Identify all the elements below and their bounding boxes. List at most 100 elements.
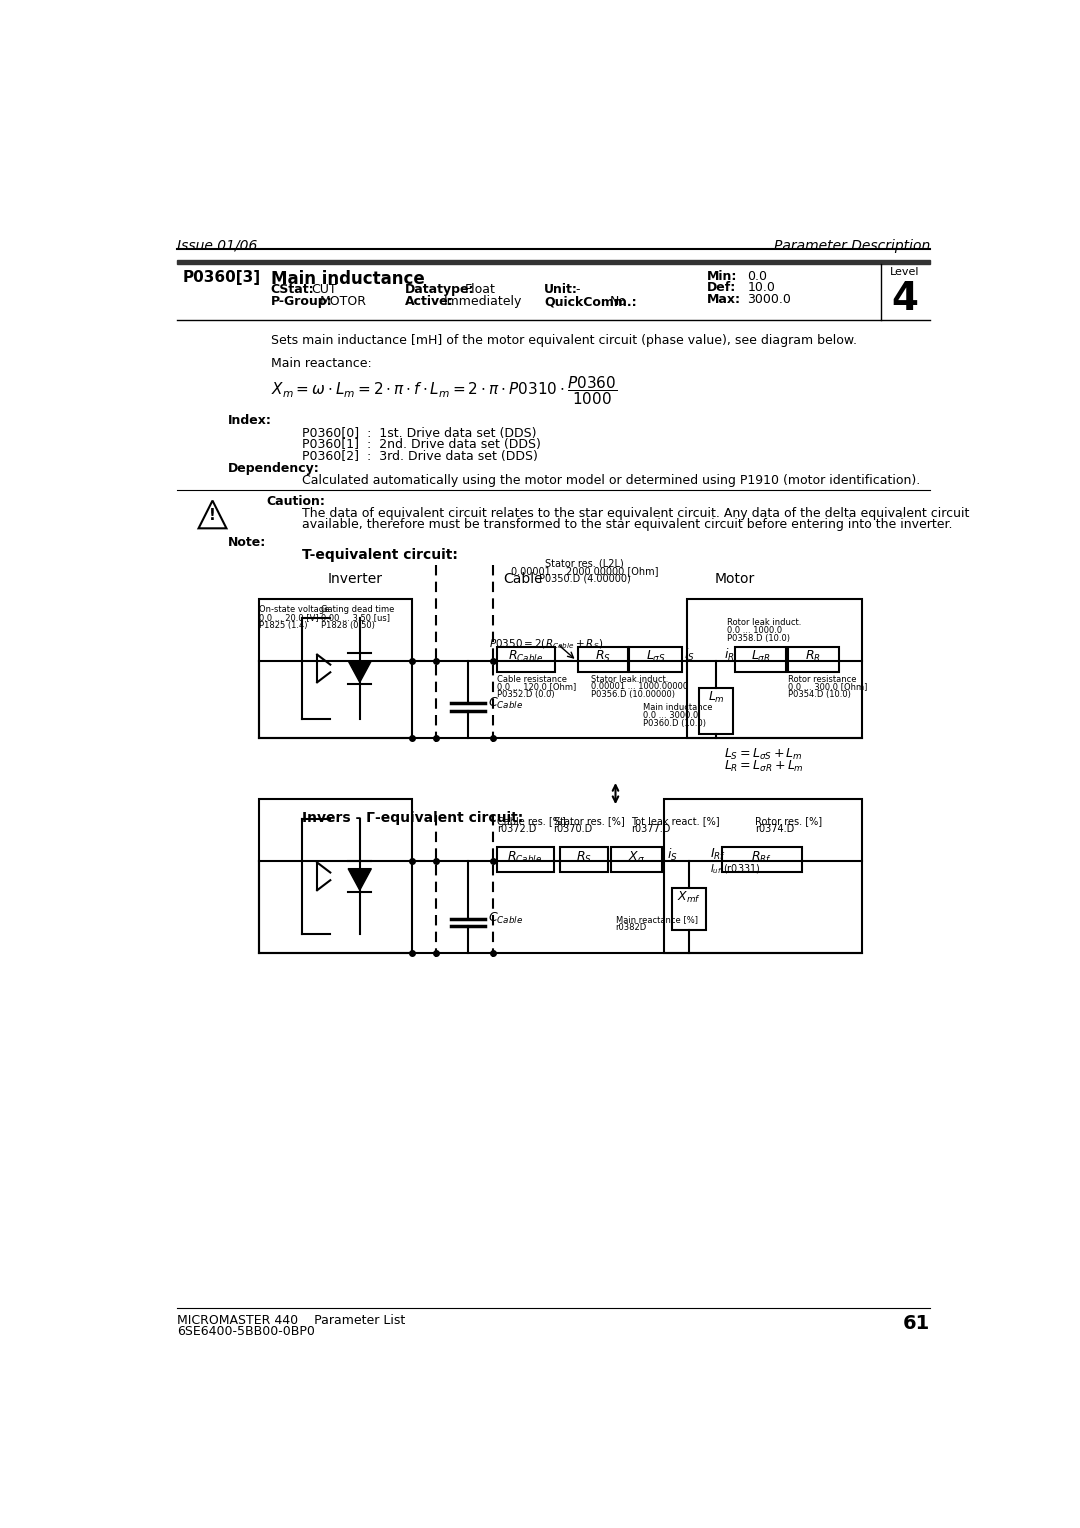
Text: CStat:: CStat:: [271, 283, 314, 296]
Text: $i_R$: $i_R$: [724, 646, 734, 663]
Text: Level: Level: [890, 267, 919, 277]
Text: P0350.D (4.00000): P0350.D (4.00000): [539, 573, 631, 584]
Text: $R_S$: $R_S$: [595, 649, 611, 665]
Text: Dependency:: Dependency:: [228, 461, 320, 475]
Text: $L_S = L_{\sigma S} + L_m$: $L_S = L_{\sigma S} + L_m$: [724, 747, 802, 762]
Text: Issue 01/06: Issue 01/06: [177, 238, 257, 252]
Text: available, therefore must be transformed to the star equivalent circuit before e: available, therefore must be transformed…: [301, 518, 953, 532]
Text: $X_{\sigma}$: $X_{\sigma}$: [627, 850, 645, 865]
Text: 10.0: 10.0: [747, 281, 775, 295]
Text: CUT: CUT: [312, 283, 337, 296]
Text: Float: Float: [464, 283, 496, 296]
Text: $L_{\sigma R}$: $L_{\sigma R}$: [751, 649, 770, 665]
Text: $L_{\sigma S}$: $L_{\sigma S}$: [646, 649, 665, 665]
Text: Tot leak react. [%]: Tot leak react. [%]: [631, 816, 719, 827]
Polygon shape: [348, 660, 372, 683]
Text: Inverter: Inverter: [327, 571, 382, 587]
Text: 0.0 ... 120.0 [Ohm]: 0.0 ... 120.0 [Ohm]: [497, 683, 576, 691]
Bar: [259, 599, 413, 738]
Text: $I_{Rf}$: $I_{Rf}$: [710, 847, 726, 862]
Text: 61: 61: [903, 1314, 930, 1332]
Bar: [177, 260, 930, 264]
Text: $C_{Cable}$: $C_{Cable}$: [488, 911, 523, 926]
Text: Datatype:: Datatype:: [405, 283, 474, 296]
Text: $C_{Cable}$: $C_{Cable}$: [488, 695, 523, 711]
Bar: [672, 888, 706, 931]
Text: Sets main inductance [mH] of the motor equivalent circuit (phase value), see dia: Sets main inductance [mH] of the motor e…: [271, 333, 856, 347]
Text: Gating dead time: Gating dead time: [321, 605, 394, 614]
Text: P1825 (1.4): P1825 (1.4): [259, 620, 308, 630]
Text: $I_{uf}$ (r0331): $I_{uf}$ (r0331): [710, 862, 760, 876]
Text: Min:: Min:: [707, 269, 738, 283]
Text: On-state voltage: On-state voltage: [259, 605, 329, 614]
Text: Stator res. (L2L): Stator res. (L2L): [545, 558, 624, 568]
Text: $L_R = L_{\sigma R} + L_m$: $L_R = L_{\sigma R} + L_m$: [724, 758, 804, 773]
Text: Motor: Motor: [715, 571, 755, 587]
Bar: [630, 646, 683, 671]
Text: Rotor resistance: Rotor resistance: [787, 675, 856, 683]
Text: $R_{Cable}$: $R_{Cable}$: [508, 850, 542, 865]
Text: 0.00001 ... 2000.00000 [Ohm]: 0.00001 ... 2000.00000 [Ohm]: [511, 565, 658, 576]
Text: $i_S$: $i_S$: [684, 646, 694, 663]
Text: 0.00 ... 3.50 [us]: 0.00 ... 3.50 [us]: [321, 613, 390, 622]
Text: $i_S$: $i_S$: [666, 847, 677, 863]
Text: No: No: [609, 295, 626, 309]
Text: $R_{Rf}$: $R_{Rf}$: [752, 850, 772, 865]
Text: Stator leak.induct.: Stator leak.induct.: [591, 675, 669, 683]
Text: r0377.D: r0377.D: [631, 824, 671, 834]
Text: Main inductance: Main inductance: [271, 269, 424, 287]
Bar: [611, 847, 662, 872]
Text: Main inductance: Main inductance: [643, 703, 712, 712]
Text: r0372.D: r0372.D: [497, 824, 537, 834]
Text: P0360[1]  :  2nd. Drive data set (DDS): P0360[1] : 2nd. Drive data set (DDS): [301, 439, 540, 451]
Text: $P0350 = 2(R_{Cable} + R_S)$: $P0350 = 2(R_{Cable} + R_S)$: [488, 637, 603, 651]
Text: $X_m = \omega \cdot L_m = 2 \cdot \pi \cdot f \cdot L_m = 2 \cdot \pi \cdot P031: $X_m = \omega \cdot L_m = 2 \cdot \pi \c…: [271, 374, 617, 406]
Bar: [687, 599, 862, 738]
Text: $R_{Cable}$: $R_{Cable}$: [508, 649, 543, 665]
Text: r0370.D: r0370.D: [554, 824, 593, 834]
Bar: [559, 847, 608, 872]
Text: Note:: Note:: [228, 536, 267, 549]
Text: Stator res. [%]: Stator res. [%]: [554, 816, 624, 827]
Text: P0358.D (10.0): P0358.D (10.0): [727, 634, 791, 643]
Text: Active:: Active:: [405, 295, 454, 309]
Text: $X_{mf}$: $X_{mf}$: [677, 891, 701, 905]
Text: 0.0: 0.0: [747, 269, 767, 283]
Text: 0.0 ... 1000.0: 0.0 ... 1000.0: [727, 626, 782, 636]
Text: $R_R$: $R_R$: [806, 649, 821, 665]
Text: 0.0 ... 3000.0: 0.0 ... 3000.0: [643, 711, 698, 720]
Text: Parameter Description: Parameter Description: [774, 238, 930, 252]
Text: Rotor res. [%]: Rotor res. [%]: [755, 816, 822, 827]
Text: P0360[2]  :  3rd. Drive data set (DDS): P0360[2] : 3rd. Drive data set (DDS): [301, 449, 538, 463]
Text: Cable res. [%]: Cable res. [%]: [497, 816, 566, 827]
Text: $L_m$: $L_m$: [707, 691, 725, 704]
Text: MICROMASTER 440    Parameter List: MICROMASTER 440 Parameter List: [177, 1314, 405, 1326]
Text: Invers - Γ-equivalent circuit:: Invers - Γ-equivalent circuit:: [301, 811, 523, 825]
Bar: [734, 646, 786, 671]
Text: QuickComm.:: QuickComm.:: [544, 295, 637, 309]
Text: Max:: Max:: [707, 293, 741, 306]
Text: 3000.0: 3000.0: [747, 293, 792, 306]
Text: P1828 (0.50): P1828 (0.50): [321, 620, 375, 630]
Bar: [497, 646, 555, 671]
Bar: [723, 847, 801, 872]
Text: Caution:: Caution:: [267, 495, 326, 509]
Text: P0360[0]  :  1st. Drive data set (DDS): P0360[0] : 1st. Drive data set (DDS): [301, 426, 536, 440]
Text: The data of equivalent circuit relates to the star equivalent circuit. Any data : The data of equivalent circuit relates t…: [301, 507, 969, 520]
Text: P0360[3]: P0360[3]: [183, 270, 261, 286]
Bar: [497, 847, 554, 872]
Text: 0.00001 ... 1000.00000: 0.00001 ... 1000.00000: [591, 683, 688, 691]
Text: Main reactance [%]: Main reactance [%]: [616, 915, 698, 924]
Text: Index:: Index:: [228, 414, 272, 428]
Text: Cable: Cable: [503, 571, 543, 587]
Text: T-equivalent circuit:: T-equivalent circuit:: [301, 547, 458, 562]
Text: P0352.D (0.0): P0352.D (0.0): [497, 691, 554, 698]
Text: 6SE6400-5BB00-0BP0: 6SE6400-5BB00-0BP0: [177, 1325, 314, 1339]
Text: 0.0 ... 20.0 [V]: 0.0 ... 20.0 [V]: [259, 613, 319, 622]
Bar: [663, 799, 862, 953]
Bar: [699, 688, 733, 733]
Text: Cable resistance: Cable resistance: [497, 675, 567, 683]
Text: P0354.D (10.0): P0354.D (10.0): [787, 691, 850, 698]
Bar: [259, 799, 413, 953]
Text: -: -: [576, 283, 580, 296]
